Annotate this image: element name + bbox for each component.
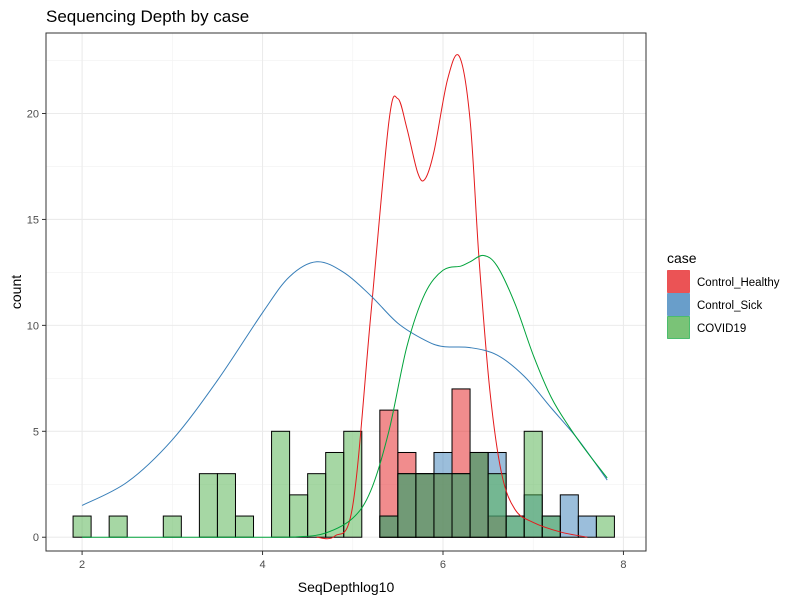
bar-covid19 [397,473,417,538]
y-axis-ticks: 0 5 10 15 20 [27,109,46,544]
y-tick-label: 0 [33,532,39,544]
density-curves [81,54,608,540]
bar-covid19 [505,515,525,538]
bar-covid19 [415,473,435,538]
y-tick-label: 5 [33,426,39,438]
bar-covid19 [433,473,453,538]
legend: case Control_Healthy Control_Sick COVID19 [667,250,780,339]
bar-covid19 [541,515,561,538]
legend-title: case [667,250,697,266]
bar-covid19 [198,473,218,538]
bar-covid19 [234,515,255,538]
bar-control-sick [577,515,597,538]
bar-covid19 [216,473,236,538]
bar-covid19 [379,515,399,538]
x-tick-label: 6 [440,559,446,571]
legend-key-control-sick [667,293,690,316]
legend-key-control-healthy [667,270,690,293]
bar-control-sick [559,494,579,538]
bar-covid19 [108,515,128,538]
y-axis-label: count [8,275,24,309]
bar-covid19 [162,515,182,538]
grid-lines [46,33,646,551]
density-curve-covid19 [82,254,608,538]
bar-covid19 [325,451,345,538]
density-curve-control-healthy [316,54,588,540]
bar-covid19 [487,473,507,538]
bar-covid19 [271,430,291,538]
chart-title: Sequencing Depth by case [46,7,249,26]
panel-border [45,32,647,552]
y-tick-label: 20 [27,109,39,121]
bar-covid19 [595,515,615,538]
bar-covid19 [343,430,363,538]
x-axis-label: SeqDepthlog10 [298,579,395,595]
legend-label: COVID19 [697,323,746,335]
bar-covid19 [289,494,309,538]
y-tick-label: 15 [27,214,39,226]
bar-covid19 [451,473,471,538]
y-tick-label: 10 [27,320,39,332]
x-tick-label: 8 [620,559,626,571]
bar-covid19 [469,451,489,538]
legend-label: Control_Healthy [697,277,780,289]
bar-covid19 [523,430,543,538]
legend-key-covid19 [667,316,690,339]
x-tick-label: 2 [79,559,85,571]
bar-covid19 [72,515,92,538]
legend-label: Control_Sick [697,300,762,312]
x-axis-ticks: 2 4 6 8 [79,551,627,571]
bar-covid19 [307,473,327,538]
histogram-bars [72,388,615,538]
density-curve-control-sick [81,261,608,506]
x-tick-label: 4 [259,559,265,571]
